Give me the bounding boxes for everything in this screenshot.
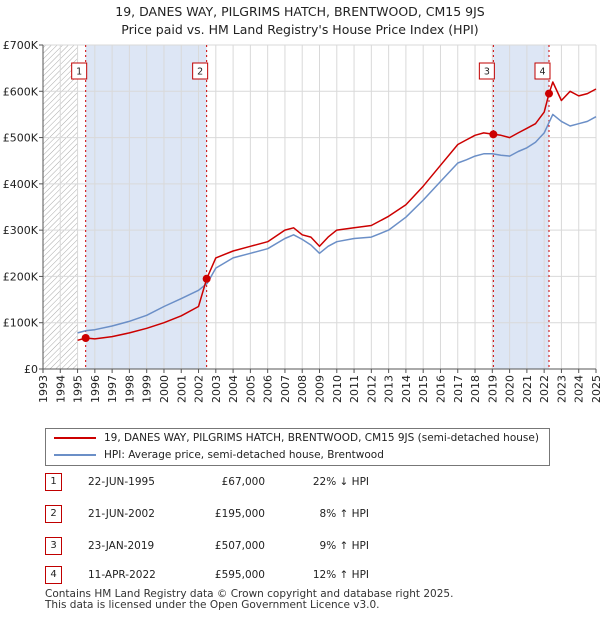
sale-price: £195,000 <box>214 508 265 520</box>
x-tick-label: 2007 <box>279 375 292 403</box>
sale-date: 23-JAN-2019 <box>88 540 155 552</box>
y-tick-label: £0 <box>24 363 38 376</box>
legend-label-hpi: HPI: Average price, semi-detached house,… <box>104 449 384 461</box>
sale-hpi-diff: 22% ↓ HPI <box>312 476 369 488</box>
sale-date: 21-JUN-2002 <box>88 508 155 520</box>
x-tick-label: 2014 <box>400 375 413 403</box>
sale-marker-box <box>478 62 495 80</box>
sale-marker-label: 1 <box>76 67 82 78</box>
legend-item-property: 19, DANES WAY, PILGRIMS HATCH, BRENTWOOD… <box>54 430 539 446</box>
x-tick-label: 2006 <box>262 375 275 403</box>
legend-swatch-property <box>54 437 96 439</box>
ownership-shade <box>85 45 207 369</box>
sale-marker-box <box>534 62 551 80</box>
sale-date: 11-APR-2022 <box>88 569 156 581</box>
sale-row: 2 21-JUN-2002 £195,000 8% ↑ HPI <box>45 505 425 523</box>
footer-copyright: Contains HM Land Registry data © Crown c… <box>45 588 454 600</box>
x-tick-label: 2016 <box>434 375 447 403</box>
y-tick-label: £200K <box>3 270 39 283</box>
y-tick-label: £300K <box>3 224 39 237</box>
y-tick-label: £100K <box>3 317 39 330</box>
x-tick-label: 2022 <box>538 375 551 403</box>
x-tick-label: 1997 <box>106 375 119 403</box>
y-tick-label: £400K <box>3 178 39 191</box>
x-tick-label: 1995 <box>72 375 85 403</box>
legend-label-property: 19, DANES WAY, PILGRIMS HATCH, BRENTWOOD… <box>104 432 539 444</box>
sale-price: £507,000 <box>214 540 265 552</box>
x-tick-label: 2009 <box>314 375 327 403</box>
sale-marker-box <box>192 62 209 80</box>
x-tick-label: 1998 <box>123 375 136 403</box>
sale-row: 1 22-JUN-1995 £67,000 22% ↓ HPI <box>45 473 425 491</box>
x-tick-label: 2021 <box>521 375 534 403</box>
sale-marker-label: 3 <box>484 67 490 78</box>
property-series-line <box>77 81 597 342</box>
sale-marker-box <box>71 62 88 80</box>
footer-licence: This data is licensed under the Open Gov… <box>45 599 380 611</box>
sale-hpi-diff: 8% ↑ HPI <box>319 508 369 520</box>
sale-number-badge: 3 <box>45 537 62 555</box>
y-tick-label: £700K <box>3 39 39 52</box>
hpi-series-line <box>77 113 597 334</box>
x-tick-label: 2005 <box>244 375 257 403</box>
sale-hpi-diff: 12% ↑ HPI <box>312 569 369 581</box>
x-tick-label: 2011 <box>348 375 361 403</box>
price-chart: 1 2 3 4 £0 £100K £200K £300K £400K £500K £600K £70… <box>3 39 600 403</box>
legend: 19, DANES WAY, PILGRIMS HATCH, BRENTWOOD… <box>45 428 550 466</box>
x-tick-label: 2012 <box>365 375 378 403</box>
sale-number-badge: 1 <box>45 473 62 491</box>
x-tick-label: 2000 <box>158 375 171 403</box>
x-tick-label: 2023 <box>555 375 568 403</box>
x-tick-label: 1996 <box>89 375 102 403</box>
sale-marker-label: 4 <box>539 67 545 78</box>
sale-price: £595,000 <box>214 569 265 581</box>
x-tick-label: 2004 <box>227 375 240 403</box>
x-tick-label: 1999 <box>141 375 154 403</box>
x-tick-label: 2008 <box>296 375 309 403</box>
legend-swatch-hpi <box>54 454 96 456</box>
x-tick-label: 1994 <box>54 375 67 403</box>
x-tick-label: 2013 <box>383 375 396 403</box>
sale-price: £67,000 <box>221 476 265 488</box>
x-tick-label: 2024 <box>573 375 586 403</box>
x-tick-label: 2018 <box>469 375 482 403</box>
ownership-shade <box>493 45 549 369</box>
y-tick-label: £500K <box>3 132 39 145</box>
x-tick-label: 2025 <box>590 375 600 403</box>
title-line-2: Price paid vs. HM Land Registry's House … <box>121 22 479 37</box>
x-tick-label: 2020 <box>504 375 517 403</box>
legend-item-hpi: HPI: Average price, semi-detached house,… <box>54 447 384 463</box>
sale-point <box>489 130 498 139</box>
sale-number-badge: 2 <box>45 505 62 523</box>
footer: Contains HM Land Registry data © Crown c… <box>45 589 453 611</box>
chart-title: 19, DANES WAY, PILGRIMS HATCH, BRENTWOOD… <box>0 3 600 39</box>
x-tick-label: 2017 <box>452 375 465 403</box>
sale-point <box>81 333 90 342</box>
sale-number-badge: 4 <box>45 566 62 584</box>
x-tick-label: 2015 <box>417 375 430 403</box>
sale-hpi-diff: 9% ↑ HPI <box>319 540 369 552</box>
title-line-1: 19, DANES WAY, PILGRIMS HATCH, BRENTWOOD… <box>115 4 485 19</box>
y-tick-label: £600K <box>3 85 39 98</box>
x-tick-label: 2003 <box>210 375 223 403</box>
x-tick-label: 1993 <box>37 375 50 403</box>
sale-row: 3 23-JAN-2019 £507,000 9% ↑ HPI <box>45 537 425 555</box>
sale-point <box>544 89 553 98</box>
sale-row: 4 11-APR-2022 £595,000 12% ↑ HPI <box>45 566 425 584</box>
sale-date: 22-JUN-1995 <box>88 476 155 488</box>
x-tick-label: 2001 <box>175 375 188 403</box>
x-tick-label: 2019 <box>486 375 499 403</box>
sale-point <box>202 274 211 283</box>
x-tick-label: 2002 <box>193 375 206 403</box>
sale-marker-label: 2 <box>197 67 203 78</box>
x-tick-label: 2010 <box>331 375 344 403</box>
